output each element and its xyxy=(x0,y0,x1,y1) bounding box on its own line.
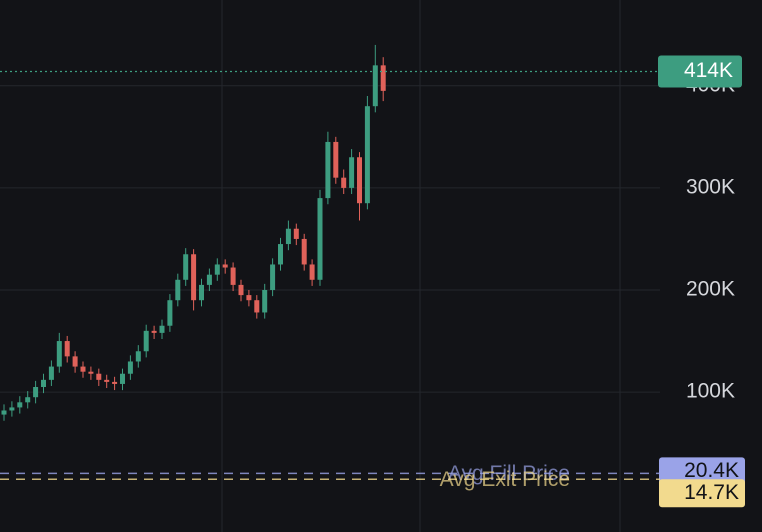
y-tick-label: 300K xyxy=(686,175,735,198)
candle-body xyxy=(199,284,204,301)
candle-body xyxy=(88,371,94,374)
candle-body xyxy=(317,198,323,280)
candle-body xyxy=(214,264,220,275)
candle-body xyxy=(364,106,370,204)
candle-body xyxy=(372,65,378,107)
candle-body xyxy=(143,330,149,352)
candle-body xyxy=(96,373,102,380)
candle-body xyxy=(333,141,339,178)
candle-body xyxy=(48,366,54,380)
candle-body xyxy=(167,300,173,326)
last-price-label: 414K xyxy=(684,59,733,82)
candle-body xyxy=(293,228,299,239)
candle-body xyxy=(127,361,133,374)
price-tag-label: 20.4K xyxy=(684,459,739,482)
candle-body xyxy=(33,387,39,398)
candle-body xyxy=(64,341,70,357)
candle-body xyxy=(17,402,23,408)
candle-body xyxy=(278,244,283,265)
candle-body xyxy=(357,157,362,204)
candle-body xyxy=(325,141,331,199)
candle-body xyxy=(270,264,276,290)
price-tag xyxy=(659,479,745,508)
candle-body xyxy=(104,379,110,382)
y-tick-label: 100K xyxy=(686,380,735,403)
candle-body xyxy=(238,284,244,296)
price-line-name: Avg Fill Price xyxy=(448,462,570,485)
candle-body xyxy=(254,300,260,313)
candle-body xyxy=(135,351,141,362)
candle-body xyxy=(246,295,252,301)
candle-body xyxy=(72,356,78,367)
candle-body xyxy=(301,238,307,265)
price-tag xyxy=(659,457,745,486)
candle-body xyxy=(120,373,125,384)
candle-body xyxy=(191,254,197,301)
candle-body xyxy=(222,264,228,268)
candle-body xyxy=(285,228,291,245)
candle-body xyxy=(9,407,15,411)
candle-body xyxy=(175,279,181,301)
candle-body xyxy=(56,341,62,367)
price-line-name: Avg Exit Price xyxy=(440,468,570,491)
last-price-tag xyxy=(658,55,742,88)
candle-body xyxy=(262,289,268,313)
candle-body xyxy=(341,177,347,188)
candle-body xyxy=(230,267,236,285)
candle-body xyxy=(183,254,189,280)
candle-body xyxy=(1,410,7,415)
candle-body xyxy=(41,379,46,388)
y-tick-label: 200K xyxy=(686,278,735,301)
candle-body xyxy=(380,65,386,91)
candle-body xyxy=(206,274,212,285)
candle-body xyxy=(349,157,355,188)
candle-body xyxy=(151,330,157,333)
candle-body xyxy=(25,397,31,403)
price-tag-label: 14.7K xyxy=(684,481,739,504)
candle-body xyxy=(309,264,315,280)
candle-body xyxy=(112,381,118,384)
candle-body xyxy=(80,366,86,372)
candle-body xyxy=(159,325,165,333)
